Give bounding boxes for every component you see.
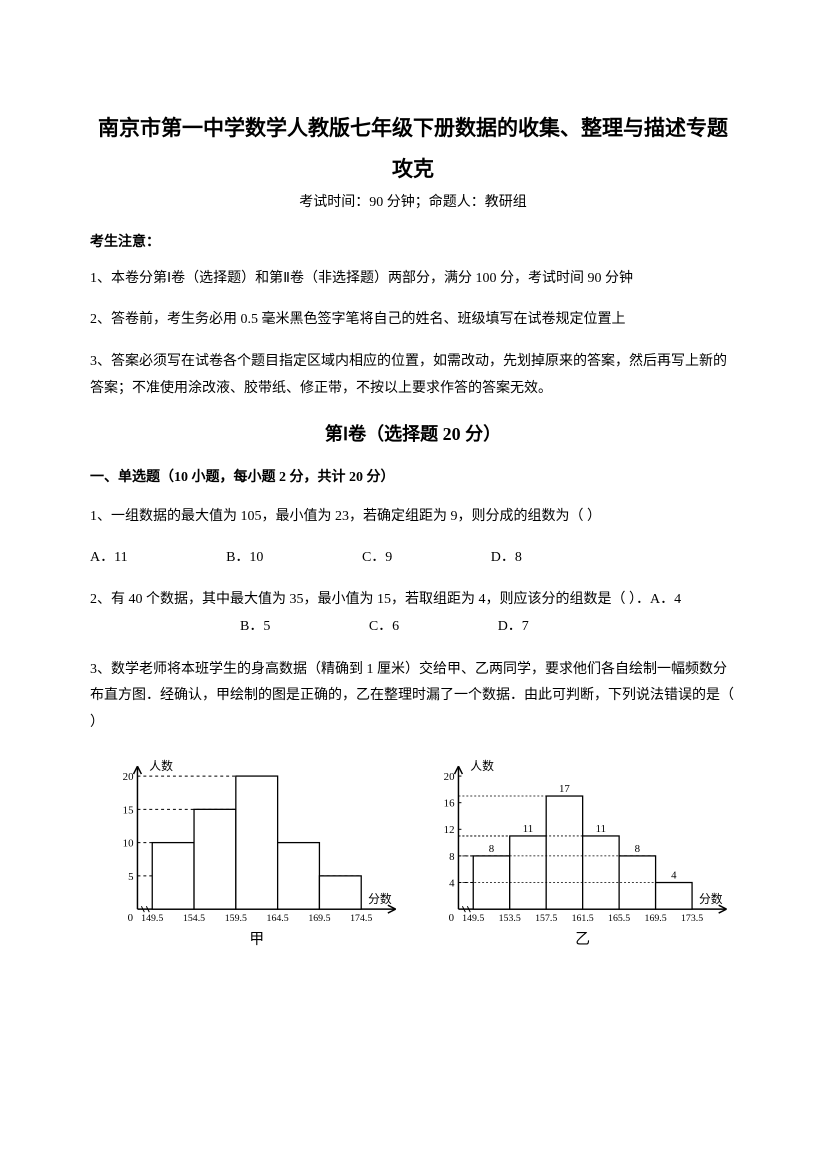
svg-text:12: 12 bbox=[443, 825, 454, 837]
q2-option-d: D．7 bbox=[498, 614, 529, 641]
svg-text:8: 8 bbox=[449, 851, 454, 863]
svg-text:17: 17 bbox=[559, 783, 570, 795]
svg-text:154.5: 154.5 bbox=[183, 913, 205, 924]
svg-text:人数: 人数 bbox=[149, 759, 173, 773]
svg-text:5: 5 bbox=[128, 871, 133, 883]
charts-container: 人数分数 5 10 15 20 149.5 154.5 159.5 164.5 169.5 174.… bbox=[90, 750, 736, 950]
svg-text:149.5: 149.5 bbox=[141, 913, 163, 924]
q2-option-b: B．5 bbox=[240, 614, 270, 641]
question-1-options: A．11 B．10 C．9 D．8 bbox=[90, 545, 736, 572]
question-3-text: 3、数学老师将本班学生的身高数据（精确到 1 厘米）交给甲、乙两同学，要求他们各… bbox=[90, 657, 736, 737]
svg-text:20: 20 bbox=[443, 771, 454, 783]
svg-text:乙: 乙 bbox=[575, 932, 590, 948]
q1-option-a: A．11 bbox=[90, 545, 128, 572]
svg-text:0: 0 bbox=[128, 912, 133, 924]
svg-text:169.5: 169.5 bbox=[308, 913, 330, 924]
svg-text:甲: 甲 bbox=[249, 932, 264, 948]
svg-text:16: 16 bbox=[443, 798, 454, 810]
question-1-text: 1、一组数据的最大值为 105，最小值为 23，若确定组距为 9，则分成的组数为… bbox=[90, 504, 736, 531]
svg-text:174.5: 174.5 bbox=[350, 913, 372, 924]
notice-item-1: 1、本卷分第Ⅰ卷（选择题）和第Ⅱ卷（非选择题）两部分，满分 100 分，考试时间… bbox=[90, 266, 736, 293]
document-title-line2: 攻克 bbox=[90, 153, 736, 183]
svg-text:分数: 分数 bbox=[368, 893, 392, 907]
svg-text:153.5: 153.5 bbox=[498, 913, 520, 924]
notice-item-3: 3、答案必须写在试卷各个题目指定区域内相应的位置，如需改动，先划掉原来的答案，然… bbox=[90, 349, 736, 402]
svg-text:4: 4 bbox=[671, 870, 677, 882]
svg-text:169.5: 169.5 bbox=[644, 913, 666, 924]
svg-text:164.5: 164.5 bbox=[267, 913, 289, 924]
svg-text:8: 8 bbox=[634, 843, 639, 855]
q1-option-b: B．10 bbox=[226, 545, 263, 572]
question-2: 2、有 40 个数据，其中最大值为 35，最小值为 15，若取组距为 4，则应该… bbox=[90, 587, 736, 640]
svg-text:20: 20 bbox=[123, 771, 134, 783]
histogram-chart-jia: 人数分数 5 10 15 20 149.5 154.5 159.5 164.5 169.5 174.… bbox=[100, 750, 406, 950]
svg-text:15: 15 bbox=[123, 805, 134, 817]
svg-text:10: 10 bbox=[123, 838, 134, 850]
q1-option-d: D．8 bbox=[491, 545, 522, 572]
document-title-line1: 南京市第一中学数学人教版七年级下册数据的收集、整理与描述专题 bbox=[90, 110, 736, 148]
svg-text:分数: 分数 bbox=[699, 893, 723, 907]
notice-header: 考生注意： bbox=[90, 231, 736, 251]
svg-text:8: 8 bbox=[488, 843, 493, 855]
svg-text:4: 4 bbox=[449, 878, 455, 890]
question-type-header: 一、单选题（10 小题，每小题 2 分，共计 20 分） bbox=[90, 466, 736, 486]
svg-text:159.5: 159.5 bbox=[225, 913, 247, 924]
svg-text:11: 11 bbox=[522, 823, 532, 835]
svg-text:161.5: 161.5 bbox=[571, 913, 593, 924]
svg-text:173.5: 173.5 bbox=[681, 913, 703, 924]
question-2-text: 2、有 40 个数据，其中最大值为 35，最小值为 15，若取组距为 4，则应该… bbox=[90, 587, 736, 614]
exam-info: 考试时间：90 分钟；命题人：教研组 bbox=[90, 191, 736, 211]
svg-text:11: 11 bbox=[595, 823, 605, 835]
svg-text:149.5: 149.5 bbox=[462, 913, 484, 924]
histogram-chart-yi: 人数分数 4 8 12 16 20 8 11 17 11 8 4 149.5 153.5 157.5 161.… bbox=[421, 750, 736, 950]
q1-option-c: C．9 bbox=[362, 545, 392, 572]
svg-text:人数: 人数 bbox=[470, 759, 494, 773]
question-2-options: B．5 C．6 D．7 bbox=[90, 614, 736, 641]
svg-text:0: 0 bbox=[448, 912, 453, 924]
svg-text:165.5: 165.5 bbox=[608, 913, 630, 924]
notice-item-2: 2、答卷前，考生务必用 0.5 毫米黑色签字笔将自己的姓名、班级填写在试卷规定位… bbox=[90, 307, 736, 334]
q2-option-c: C．6 bbox=[369, 614, 399, 641]
section-1-header: 第Ⅰ卷（选择题 20 分） bbox=[90, 420, 736, 446]
svg-text:157.5: 157.5 bbox=[535, 913, 557, 924]
